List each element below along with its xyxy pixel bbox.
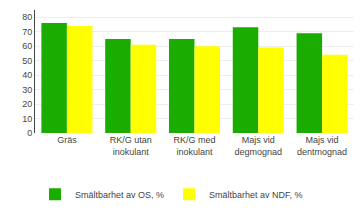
svg-text:Majs viddegmognad: Majs viddegmognad — [235, 135, 283, 157]
svg-text:Smältbarhet av NDF, %: Smältbarhet av NDF, % — [209, 190, 303, 200]
svg-text:20: 20 — [22, 99, 32, 109]
svg-text:80: 80 — [22, 12, 32, 22]
svg-text:Majs viddentmognad: Majs viddentmognad — [297, 135, 347, 157]
svg-text:RK/G medinokulant: RK/G medinokulant — [173, 135, 215, 157]
svg-text:Gräs: Gräs — [57, 135, 77, 145]
svg-text:70: 70 — [22, 27, 32, 37]
svg-text:Smältbarhet av OS, %: Smältbarhet av OS, % — [75, 190, 164, 200]
svg-text:60: 60 — [22, 41, 32, 51]
svg-text:10: 10 — [22, 114, 32, 124]
svg-text:RK/G utaninokulant: RK/G utaninokulant — [110, 135, 152, 157]
svg-text:50: 50 — [22, 56, 32, 66]
svg-text:30: 30 — [22, 85, 32, 95]
svg-text:40: 40 — [22, 70, 32, 80]
svg-text:0: 0 — [27, 128, 32, 138]
